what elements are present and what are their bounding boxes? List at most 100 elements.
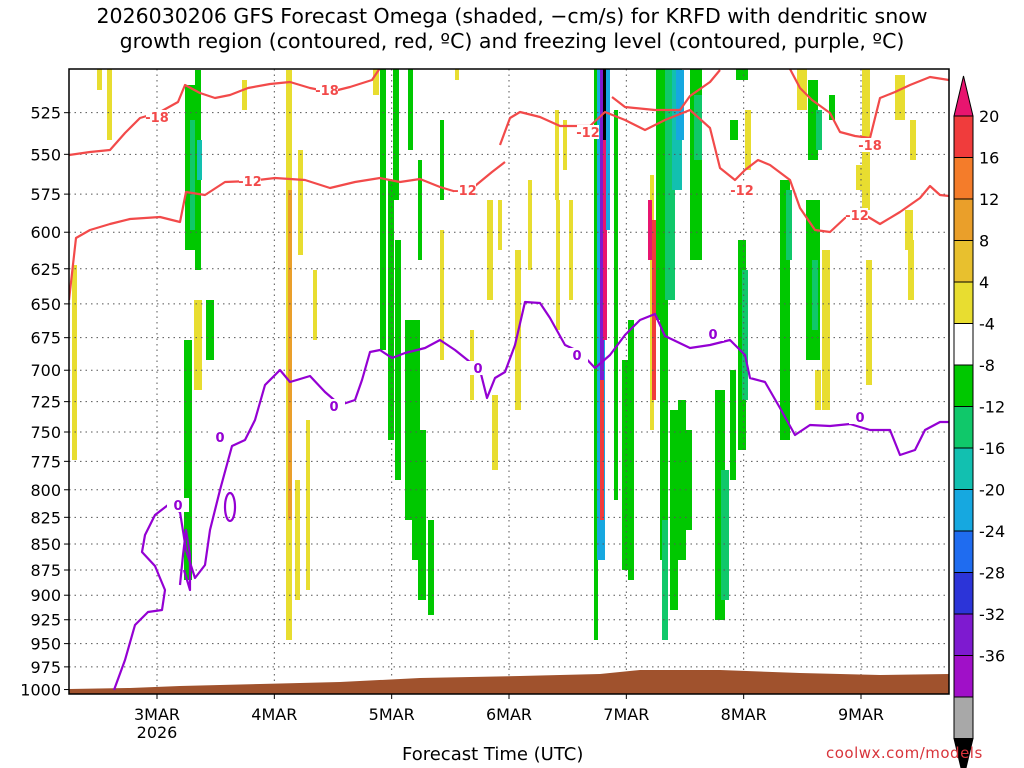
credit-text: coolwx.com/models <box>826 744 983 762</box>
omega-streak <box>206 300 214 360</box>
y-tick-label: 575 <box>30 185 61 204</box>
contour-label: -18 <box>858 139 882 154</box>
omega-streak <box>528 180 532 270</box>
y-tick-label: 800 <box>30 481 61 500</box>
colorbar-swatch <box>953 530 974 573</box>
omega-streak <box>665 69 675 300</box>
omega-streak <box>908 240 914 300</box>
colorbar: 20 16 12 8 4 -4 -8 -12 -16 -20 -24 -28 -32 -36 <box>953 75 1005 768</box>
colorbar-swatch <box>953 572 974 615</box>
colorbar-label: -16 <box>979 439 1005 458</box>
omega-streak <box>652 220 656 400</box>
y-tick-label: 650 <box>30 295 61 314</box>
omega-streak <box>428 520 434 615</box>
freezing-contour-blob <box>223 491 237 523</box>
omega-streak <box>730 370 736 480</box>
omega-streak <box>288 190 292 520</box>
x-tick-label: 6MAR <box>486 705 532 724</box>
dgz-contour-12-a <box>69 161 506 301</box>
omega-streak <box>780 280 790 440</box>
colorbar-swatch <box>953 447 974 490</box>
omega-streak <box>895 75 905 120</box>
contour-label: 0 <box>855 411 864 426</box>
contour-lines: -18 -18 -12 -12 -12 -12 -18 -12 0 0 0 0 0 0 0 <box>69 69 949 691</box>
y-tick-label: 750 <box>30 423 61 442</box>
contour-label-bg <box>454 183 476 197</box>
omega-streak <box>670 410 678 610</box>
omega-streak <box>829 95 835 120</box>
colorbar-label: 8 <box>979 232 989 251</box>
contour-label-bg <box>566 348 588 362</box>
omega-streak <box>498 200 502 250</box>
colorbar-label: -24 <box>979 522 1005 541</box>
colorbar-label: 16 <box>979 149 999 168</box>
y-tick-label: 725 <box>30 393 61 412</box>
title-line-1: 2026030206 GFS Forecast Omega (shaded, −… <box>96 4 928 28</box>
y-tick-label: 675 <box>30 329 61 348</box>
colorbar-label: -36 <box>979 647 1005 666</box>
omega-streak <box>408 69 413 150</box>
omega-streak <box>313 270 317 340</box>
omega-streak <box>694 95 702 160</box>
y-tick-label: 625 <box>30 260 61 279</box>
y-tick-label: 875 <box>30 561 61 580</box>
colorbar-bottom-arrow <box>953 738 974 768</box>
colorbar-swatch <box>953 157 974 200</box>
terrain-polygon <box>69 670 949 694</box>
omega-streak <box>190 120 196 230</box>
colorbar-swatch <box>953 198 974 241</box>
colorbar-swatch <box>953 364 974 407</box>
contour-label-bg <box>146 110 168 124</box>
contour-label: 0 <box>329 400 338 415</box>
y-tick-label: 775 <box>30 452 61 471</box>
dgz-contour-12-b <box>498 108 949 234</box>
contour-label: -18 <box>315 84 339 99</box>
omega-streak <box>812 260 818 330</box>
omega-streak <box>660 150 668 560</box>
y-tick-label: 925 <box>30 611 61 630</box>
contour-label-bg <box>323 399 345 413</box>
y-tick-label: 825 <box>30 508 61 527</box>
x-tick-label: 5MAR <box>369 705 415 724</box>
omega-streak <box>606 69 610 230</box>
dgz-contour-18-b <box>611 69 721 112</box>
omega-streak <box>395 240 401 480</box>
omega-streak <box>556 200 560 330</box>
omega-streak <box>555 110 559 200</box>
x-tick-label: 4MAR <box>251 705 297 724</box>
contour-label: -12 <box>576 126 600 141</box>
contour-label-bg <box>209 430 231 444</box>
colorbar-label: -8 <box>979 356 995 375</box>
omega-streak <box>648 200 652 260</box>
y-tick-label: 975 <box>30 658 61 677</box>
omega-streak <box>184 340 192 580</box>
omega-streak <box>197 140 202 180</box>
omega-streak <box>373 69 379 95</box>
omega-streak <box>603 140 607 340</box>
colorbar-label: -32 <box>979 605 1005 624</box>
dgz-contour-18-a <box>69 69 381 157</box>
omega-streak <box>388 180 394 440</box>
omega-streak <box>393 69 399 200</box>
omega-streak <box>412 320 420 560</box>
contour-label-bg <box>577 125 599 139</box>
colorbar-swatch <box>953 613 974 656</box>
freezing-contour <box>112 300 949 691</box>
freezing-contour-b <box>178 528 192 592</box>
contour-label: -12 <box>453 184 477 199</box>
contour-label: 0 <box>215 431 224 446</box>
colorbar-label: -20 <box>979 481 1005 500</box>
omega-streak <box>306 420 310 590</box>
omega-streak <box>745 110 751 170</box>
omega-streak <box>721 470 729 600</box>
contour-label: -12 <box>238 175 262 190</box>
omega-streak <box>808 80 818 160</box>
colorbar-label: -4 <box>979 315 995 334</box>
omega-streak <box>440 230 444 360</box>
y-tick-label: 550 <box>30 145 61 164</box>
x-tick-label: 3MAR <box>134 705 180 724</box>
contour-label-bg <box>846 208 868 222</box>
contour-label: -18 <box>145 111 169 126</box>
contour-label: -12 <box>730 184 754 199</box>
